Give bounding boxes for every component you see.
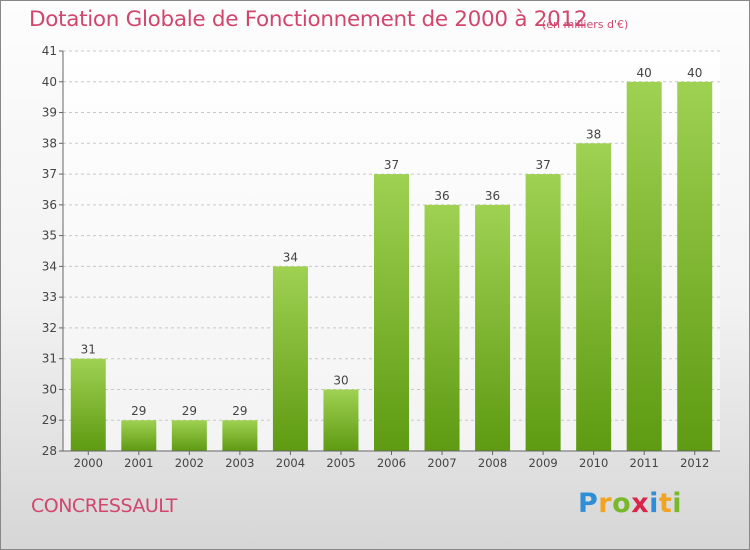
y-tick-label: 33 (42, 290, 57, 304)
value-label: 29 (182, 404, 197, 418)
logo-letter: t (658, 488, 673, 519)
y-tick-label: 36 (42, 198, 57, 212)
proxiti-logo: Proxiti (578, 488, 682, 519)
commune-name: CONCRESSAULT (31, 495, 177, 517)
logo-letter: o (612, 488, 632, 519)
y-tick-label: 41 (42, 44, 57, 58)
y-tick-label: 28 (42, 444, 57, 458)
value-label: 30 (333, 373, 348, 387)
y-tick-label: 31 (42, 352, 57, 366)
bar (525, 174, 561, 452)
bar (323, 389, 359, 451)
y-tick-label: 29 (42, 413, 57, 427)
y-tick-label: 40 (42, 75, 57, 89)
value-label: 29 (131, 404, 146, 418)
x-tick-label: 2004 (276, 456, 305, 470)
y-axis: 28 29 30 31 32 33 34 35 36 37 38 39 40 41 (42, 44, 64, 458)
x-tick-label: 2005 (326, 456, 355, 470)
value-label: 31 (81, 343, 96, 357)
value-labels: 31 29 29 29 34 30 37 36 36 37 38 40 40 (81, 66, 703, 418)
value-label: 29 (232, 404, 247, 418)
y-tick-label: 37 (42, 167, 57, 181)
bar (121, 420, 157, 451)
x-tick-label: 2001 (124, 456, 153, 470)
unit-note: (en milliers d'€) (542, 18, 629, 31)
bar (374, 174, 409, 452)
bar (70, 358, 106, 451)
bar (626, 81, 662, 452)
x-tick-label: 2008 (478, 456, 507, 470)
y-tick-label: 30 (42, 382, 57, 396)
bars (70, 81, 713, 452)
value-label: 37 (384, 158, 399, 172)
x-axis: 2000 2001 2002 2003 2004 2005 2006 2007 2008 2009… (63, 450, 720, 470)
x-tick-label: 2012 (680, 456, 709, 470)
bar (475, 204, 511, 451)
value-label: 37 (535, 158, 550, 172)
logo-letter: r (598, 488, 613, 519)
value-label: 36 (485, 189, 500, 203)
x-tick-label: 2006 (377, 456, 406, 470)
bar (272, 266, 308, 451)
x-tick-label: 2009 (528, 456, 557, 470)
x-tick-label: 2010 (579, 456, 608, 470)
y-tick-label: 39 (42, 106, 57, 120)
logo-letter: x (631, 488, 650, 519)
bar (677, 81, 713, 452)
x-tick-label: 2002 (175, 456, 204, 470)
bar (222, 420, 258, 451)
x-tick-label: 2003 (225, 456, 254, 470)
value-label: 34 (283, 250, 298, 264)
bar (576, 143, 612, 452)
y-tick-label: 35 (42, 229, 57, 243)
value-label: 38 (586, 127, 601, 141)
x-tick-label: 2011 (630, 456, 659, 470)
bar (171, 420, 207, 451)
logo-letter: i (649, 488, 659, 519)
logo-letter: P (578, 488, 599, 519)
y-tick-label: 34 (42, 259, 57, 273)
y-tick-label: 32 (42, 321, 57, 335)
value-label: 40 (687, 66, 702, 80)
x-tick-label: 2007 (427, 456, 456, 470)
value-label: 40 (637, 66, 652, 80)
logo-letter: i (672, 488, 683, 519)
x-tick-label: 2000 (74, 456, 103, 470)
value-label: 36 (434, 189, 449, 203)
chart-title: Dotation Globale de Fonctionnement de 20… (29, 7, 588, 32)
y-tick-label: 38 (42, 136, 57, 150)
bar (424, 204, 460, 451)
